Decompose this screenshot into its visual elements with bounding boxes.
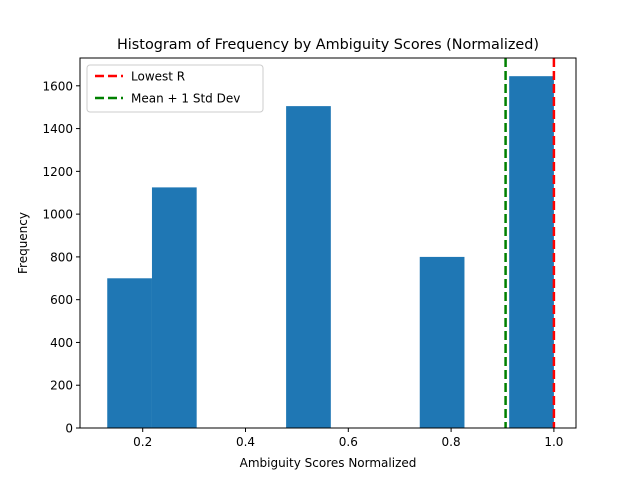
histogram-bar-2: [151, 187, 197, 428]
x-tick-label: 0.2: [133, 435, 152, 449]
x-tick-label: 0.6: [339, 435, 358, 449]
y-tick-label: 200: [50, 379, 73, 393]
histogram-bar-5: [286, 106, 331, 428]
legend-label-lowest-r: Lowest R: [131, 70, 185, 84]
y-tick-label: 800: [50, 250, 73, 264]
reference-lines-group: [504, 58, 556, 428]
histogram-bar-8: [419, 256, 465, 428]
x-tick-label: 0.4: [236, 435, 255, 449]
histogram-bar-10: [509, 76, 554, 428]
x-axis-ticks: 0.2 0.4 0.6 0.8 1.0: [133, 428, 563, 449]
legend-box: [86, 64, 264, 113]
histogram-bar-1: [107, 278, 152, 428]
y-axis-label: Frequency: [16, 212, 30, 274]
x-axis-label: Ambiguity Scores Normalized: [240, 456, 417, 470]
y-tick-label: 1000: [42, 208, 73, 222]
bars-group: [107, 76, 554, 428]
x-tick-label: 0.8: [442, 435, 461, 449]
legend: Lowest R Mean + 1 Std Dev: [86, 64, 264, 113]
legend-label-mean-std: Mean + 1 Std Dev: [131, 92, 240, 106]
y-tick-label: 1600: [42, 79, 73, 93]
y-tick-label: 600: [50, 293, 73, 307]
y-tick-label: 400: [50, 336, 73, 350]
x-tick-label: 1.0: [544, 435, 563, 449]
y-axis-ticks: 0 200 400 600 800 1000 1200 1400 1600: [42, 79, 80, 436]
y-tick-label: 1200: [42, 165, 73, 179]
plot-frame: [79, 57, 577, 429]
y-tick-label: 0: [65, 422, 73, 436]
chart-title: Histogram of Frequency by Ambiguity Scor…: [117, 37, 539, 53]
y-tick-label: 1400: [42, 122, 73, 136]
